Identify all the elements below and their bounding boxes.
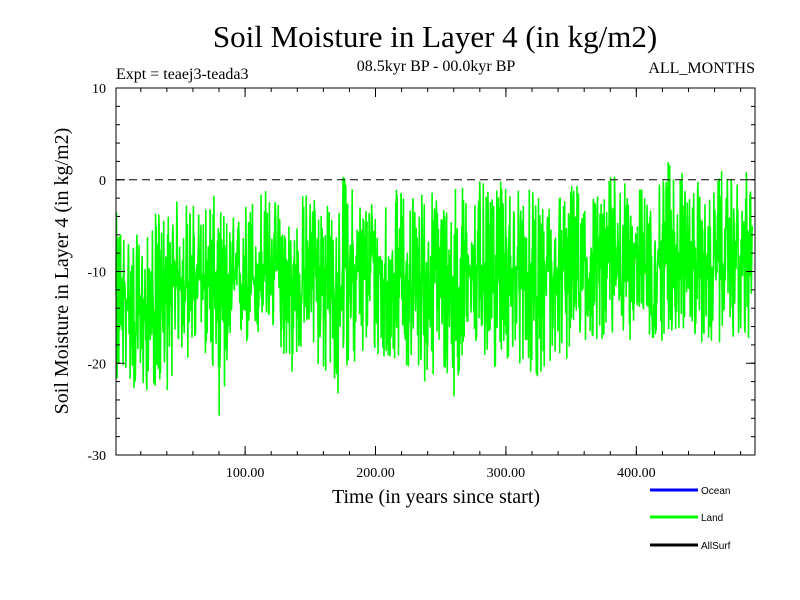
legend-label-ocean: Ocean bbox=[701, 486, 730, 497]
axis-layer: -30 -20 -10 0 10 100.00 200.00 300.00 400.00 bbox=[87, 82, 755, 481]
x-tick-label: 200.00 bbox=[356, 466, 395, 481]
legend: Ocean Land AllSurf bbox=[650, 486, 731, 552]
y-axis-label: Soil Moisture in Layer 4 (in kg/m2) bbox=[51, 128, 73, 415]
y-tick-label: -20 bbox=[87, 357, 106, 372]
legend-label-allsurf: AllSurf bbox=[701, 541, 731, 552]
y-tick-label: 0 bbox=[99, 174, 106, 189]
x-tick-label: 400.00 bbox=[617, 466, 656, 481]
subtitle-experiment: Expt = teaej3-teada3 bbox=[116, 66, 249, 83]
x-tick-label: 100.00 bbox=[226, 466, 265, 481]
y-tick-label: -10 bbox=[87, 266, 106, 281]
y-tick-label: -30 bbox=[87, 449, 106, 464]
subtitle-months: ALL_MONTHS bbox=[648, 60, 755, 77]
series-line-land bbox=[115, 161, 754, 416]
y-tick-label: 10 bbox=[92, 82, 106, 97]
x-tick-label: 300.00 bbox=[487, 466, 526, 481]
x-axis-label: Time (in years since start) bbox=[332, 486, 540, 508]
legend-label-land: Land bbox=[701, 513, 723, 524]
subtitle-period: 08.5kyr BP - 00.0kyr BP bbox=[357, 58, 516, 75]
series-layer bbox=[115, 161, 754, 416]
chart-title: Soil Moisture in Layer 4 (in kg/m2) bbox=[213, 19, 657, 54]
